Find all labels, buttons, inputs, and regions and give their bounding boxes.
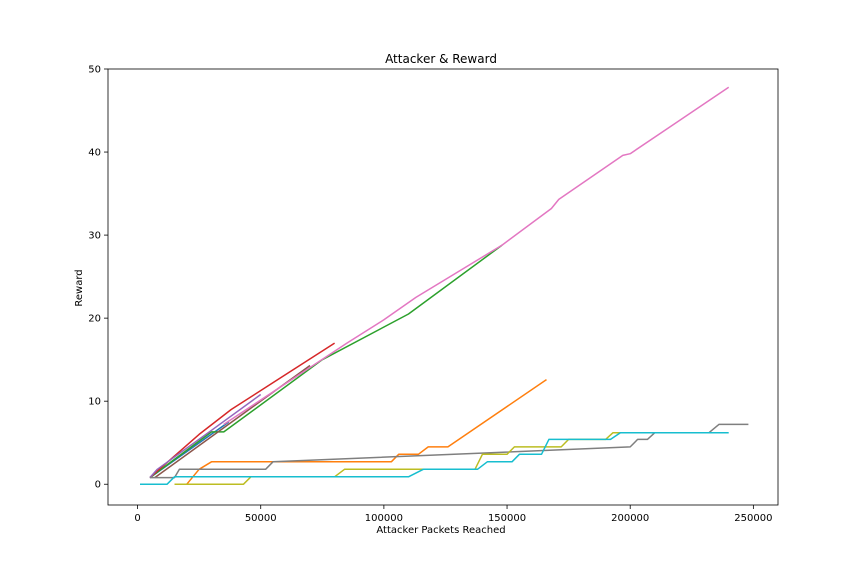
x-tick-label: 0 <box>134 513 140 524</box>
y-tick-label: 20 <box>88 314 101 325</box>
x-axis: 0 50000 100000 150000 200000 250000 <box>134 505 772 524</box>
y-tick-label: 10 <box>88 397 101 408</box>
y-axis-label: Reward <box>74 269 85 306</box>
x-tick-label: 250000 <box>734 513 772 524</box>
series-line-10 <box>140 431 729 485</box>
y-axis: 0 10 20 30 40 50 <box>88 65 108 491</box>
x-axis-label: Attacker Packets Reached <box>376 525 505 536</box>
series-line-2 <box>174 378 547 485</box>
series-line-8 <box>149 423 749 479</box>
x-tick-label: 100000 <box>365 513 403 524</box>
series-line-3 <box>149 244 503 479</box>
y-tick-label: 50 <box>88 65 101 76</box>
x-tick-label: 50000 <box>245 513 277 524</box>
plot-area <box>140 86 749 485</box>
axes-frame <box>107 68 779 506</box>
series-line-7 <box>223 86 730 426</box>
x-tick-label: 200000 <box>611 513 649 524</box>
chart-title: Attacker & Reward <box>385 52 497 66</box>
x-tick-label: 150000 <box>488 513 526 524</box>
series-line-5 <box>149 393 262 479</box>
y-tick-label: 40 <box>88 148 101 159</box>
y-tick-label: 30 <box>88 231 101 242</box>
y-tick-label: 0 <box>95 480 101 491</box>
